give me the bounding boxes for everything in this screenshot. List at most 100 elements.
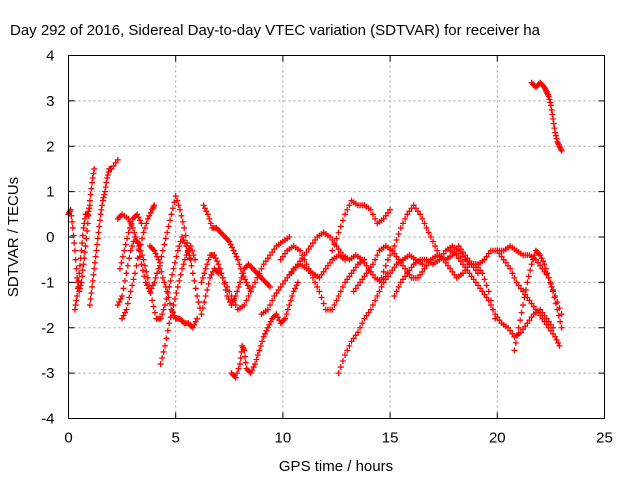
data-point-1009	[552, 132, 559, 139]
data-point-557	[348, 270, 355, 277]
data-point-333	[226, 238, 233, 245]
data-point-68	[93, 247, 100, 254]
data-point-1008	[552, 129, 559, 136]
x-tick-label-3: 15	[382, 430, 399, 447]
data-point-982	[555, 339, 562, 346]
data-point-610	[329, 247, 336, 254]
data-point-5	[69, 218, 76, 225]
data-point-979	[550, 330, 557, 337]
data-point-176	[133, 237, 140, 244]
data-point-117	[151, 279, 158, 286]
data-point-574	[309, 240, 316, 247]
data-point-686	[367, 264, 374, 271]
data-point-893	[496, 317, 503, 324]
data-point-710	[419, 268, 426, 275]
data-point-757	[404, 211, 411, 218]
data-point-906	[524, 320, 531, 327]
data-point-377	[238, 274, 245, 281]
data-point-792	[393, 288, 400, 295]
data-point-253	[135, 214, 142, 221]
y-tick-label-5: 1	[46, 184, 54, 201]
data-point-755	[399, 220, 406, 227]
data-point-638	[335, 370, 342, 377]
data-point-556	[346, 273, 353, 280]
data-point-7	[70, 232, 77, 239]
data-point-288	[156, 262, 163, 269]
data-point-75	[98, 206, 105, 213]
data-point-293	[164, 288, 171, 295]
data-point-962	[513, 279, 520, 286]
data-point-154	[204, 286, 211, 293]
data-point-222	[129, 282, 136, 289]
data-point-680	[354, 282, 361, 289]
data-point-813	[438, 253, 445, 260]
data-point-487	[264, 306, 271, 313]
data-point-91	[112, 159, 119, 166]
data-point-976	[543, 321, 550, 328]
data-point-444	[287, 297, 294, 304]
data-point-599	[363, 262, 370, 269]
data-point-471	[260, 261, 267, 268]
data-point-472	[262, 258, 269, 265]
data-point-239	[151, 202, 158, 209]
data-point-746	[380, 268, 387, 275]
data-point-655	[372, 297, 379, 304]
data-point-223	[130, 276, 137, 283]
data-point-115	[148, 285, 155, 292]
data-point-488	[267, 302, 274, 309]
data-point-12	[74, 274, 81, 281]
data-point-939	[540, 258, 547, 265]
data-point-760	[410, 202, 417, 209]
data-point-630	[372, 215, 379, 222]
data-point-835	[485, 250, 492, 257]
data-point-711	[421, 265, 428, 272]
data-point-905	[522, 323, 529, 330]
data-point-50	[81, 220, 88, 227]
data-point-700	[397, 259, 404, 266]
data-point-941	[542, 265, 549, 272]
data-point-469	[256, 270, 263, 277]
data-point-84	[104, 171, 111, 178]
x-tick-label-1: 5	[172, 430, 180, 447]
data-point-165	[117, 296, 124, 303]
data-point-549	[331, 302, 338, 309]
data-point-156	[207, 274, 214, 281]
data-point-929	[525, 273, 532, 280]
data-point-747	[382, 262, 389, 269]
data-point-270	[177, 271, 184, 278]
data-point-318	[204, 211, 211, 218]
data-point-548	[329, 306, 336, 313]
data-point-90	[110, 162, 117, 169]
data-point-1010	[553, 135, 560, 142]
data-point-58	[86, 202, 93, 209]
data-point-120	[155, 265, 162, 272]
data-point-876	[459, 261, 466, 268]
data-point-897	[505, 324, 512, 331]
data-point-458	[232, 302, 239, 309]
data-point-928	[524, 279, 531, 286]
data-point-957	[502, 259, 509, 266]
x-tick-label-2: 10	[275, 430, 292, 447]
data-point-740	[483, 282, 490, 289]
data-point-925	[520, 302, 527, 309]
data-point-130	[169, 205, 176, 212]
data-point-420	[253, 356, 260, 363]
data-point-20	[79, 267, 86, 274]
data-point-266	[171, 296, 178, 303]
data-point-262	[166, 320, 173, 327]
data-point-368	[225, 296, 232, 303]
data-point-582	[327, 234, 334, 240]
data-point-11	[73, 265, 80, 272]
data-point-953	[494, 247, 501, 254]
data-point-410	[241, 347, 248, 354]
data-point-756	[402, 215, 409, 222]
data-point-416	[247, 370, 254, 377]
data-point-983	[556, 342, 563, 349]
data-point-951	[557, 318, 564, 325]
data-point-320	[207, 220, 214, 227]
data-point-445	[289, 292, 296, 299]
data-point-426	[262, 330, 269, 337]
data-point-697	[391, 250, 398, 257]
data-point-879	[466, 270, 473, 277]
data-point-124	[161, 241, 168, 248]
